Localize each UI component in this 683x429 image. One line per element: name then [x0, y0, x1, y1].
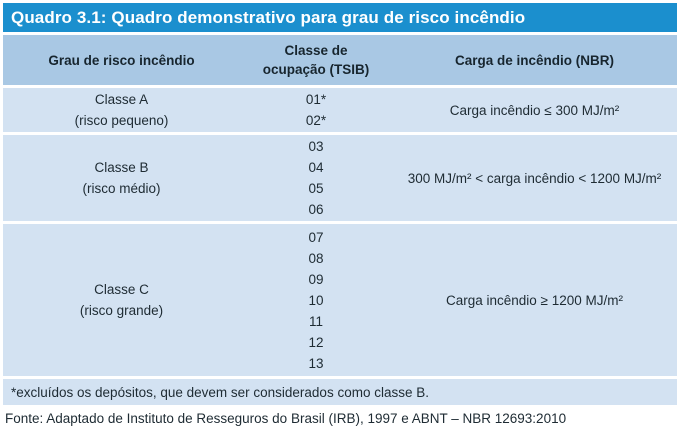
- table-header-row: Grau de risco incêndio Classe de ocupaçã…: [3, 35, 677, 85]
- risk-table: Grau de risco incêndio Classe de ocupaçã…: [3, 35, 677, 405]
- table-row-classe-a: Classe A (risco pequeno) 01* 02* Carga i…: [3, 88, 677, 132]
- codes-cell: 07 08 09 10 11 12 13: [240, 224, 392, 376]
- column-header-classe-line1: Classe de: [284, 43, 348, 58]
- codes-cell: 03 04 05 06: [240, 135, 392, 221]
- column-header-carga-incendio: Carga de incêndio (NBR): [454, 52, 614, 68]
- code-item: 04: [308, 160, 324, 175]
- code-item: 09: [308, 271, 324, 287]
- load-cell: 300 MJ/m² < carga incêndio < 1200 MJ/m²: [407, 170, 662, 186]
- grade-name: Classe C: [94, 282, 149, 297]
- code-item: 13: [308, 355, 324, 371]
- grade-cell: Classe A (risco pequeno): [3, 88, 240, 132]
- source-line: Fonte: Adaptado de Instituto de Ressegur…: [5, 411, 567, 426]
- code-item: 05: [308, 181, 324, 196]
- code-item: 12: [308, 334, 324, 350]
- table-footnote: *excluídos os depósitos, que devem ser c…: [3, 379, 677, 405]
- column-header-grau-risco: Grau de risco incêndio: [48, 52, 195, 68]
- code-item: 06: [308, 202, 324, 217]
- load-cell: Carga incêndio ≤ 300 MJ/m²: [449, 102, 620, 118]
- code-item: 10: [308, 292, 324, 308]
- code-item: 03: [308, 139, 324, 154]
- code-item: 01*: [305, 92, 327, 107]
- column-header-classe-line2: ocupação (TSIB): [262, 62, 370, 77]
- column-header-classe-ocupacao: Classe de ocupação (TSIB): [240, 35, 392, 85]
- load-cell: Carga incêndio ≥ 1200 MJ/m²: [446, 292, 623, 308]
- grade-risk: (risco grande): [79, 303, 164, 318]
- code-item: 08: [308, 250, 324, 266]
- table-row-classe-c: Classe C (risco grande) 07 08 09 10 11 1…: [3, 224, 677, 376]
- table-title-bar: Quadro 3.1: Quadro demonstrativo para gr…: [3, 3, 677, 32]
- codes-cell: 01* 02*: [240, 88, 392, 132]
- code-item: 11: [308, 313, 323, 329]
- grade-cell: Classe B (risco médio): [3, 135, 240, 221]
- grade-risk: (risco pequeno): [74, 113, 169, 128]
- code-item: 02*: [305, 113, 327, 128]
- grade-name: Classe B: [94, 160, 149, 175]
- grade-risk: (risco médio): [82, 181, 161, 196]
- code-item: 07: [308, 229, 324, 245]
- grade-name: Classe A: [94, 92, 149, 107]
- table-title: Quadro 3.1: Quadro demonstrativo para gr…: [11, 8, 526, 27]
- table-row-classe-b: Classe B (risco médio) 03 04 05 06 300 M…: [3, 135, 677, 221]
- grade-cell: Classe C (risco grande): [3, 224, 240, 376]
